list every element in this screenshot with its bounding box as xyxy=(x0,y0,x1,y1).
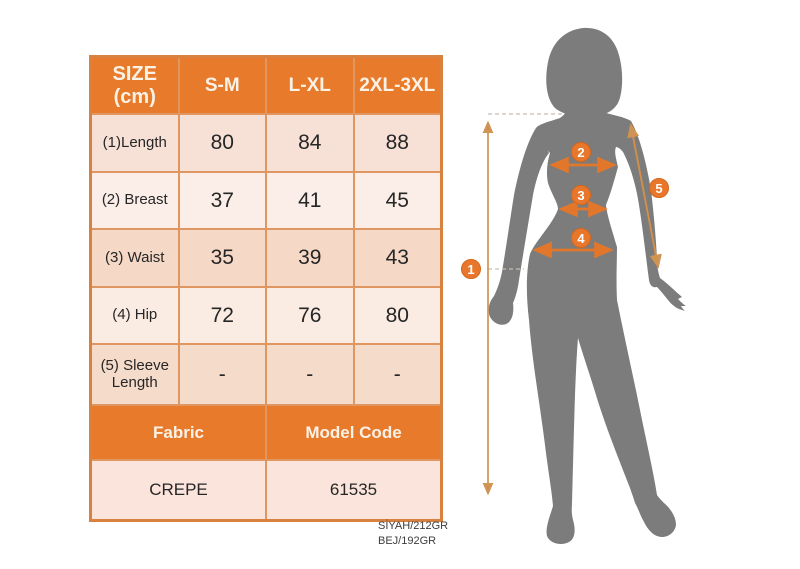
column-header-l-xl: L-XL xyxy=(267,58,353,113)
size-value: 80 xyxy=(179,115,265,171)
model-code-value: 61535 xyxy=(267,461,440,519)
size-value: 80 xyxy=(354,288,440,343)
marker-5-sleeve: 5 xyxy=(649,178,669,198)
measure-label-waist: (3) Waist xyxy=(92,230,178,286)
model-code-header: Model Code xyxy=(267,406,440,459)
measurement-arrow-sleeve xyxy=(627,123,662,269)
size-value: 45 xyxy=(354,173,440,228)
measure-label-sleeve-length: (5) Sleeve Length xyxy=(92,345,178,404)
fabric-value: CREPE xyxy=(92,461,265,519)
size-value: - xyxy=(267,345,353,404)
marker-1-length: 1 xyxy=(461,259,481,279)
measure-label-hip: (4) Hip xyxy=(92,288,178,343)
measurement-figure: 1 2 3 4 5 xyxy=(440,0,800,569)
size-value: 72 xyxy=(179,288,265,343)
marker-4-hip: 4 xyxy=(571,228,591,248)
measure-label-length: (1)Length xyxy=(92,115,178,171)
measure-label-breast: (2) Breast xyxy=(92,173,178,228)
size-value: 76 xyxy=(267,288,353,343)
size-chart-table: SIZE (cm) S-M L-XL 2XL-3XL (1)Length 80 … xyxy=(89,55,443,522)
fabric-weight-note-line1: SİYAH/212GR xyxy=(378,520,449,532)
size-value: 39 xyxy=(267,230,353,286)
marker-3-waist: 3 xyxy=(571,185,591,205)
silhouette-head xyxy=(546,27,623,118)
size-value: 35 xyxy=(179,230,265,286)
fabric-weight-note: SİYAH/212GR BEJ/192GR xyxy=(378,519,448,549)
woman-silhouette xyxy=(488,27,686,544)
size-value: 43 xyxy=(354,230,440,286)
size-value: 41 xyxy=(267,173,353,228)
column-header-s-m: S-M xyxy=(179,58,265,113)
size-value: 84 xyxy=(267,115,353,171)
silhouette-right-arm xyxy=(616,121,686,311)
size-value: - xyxy=(179,345,265,404)
size-value: 37 xyxy=(179,173,265,228)
size-unit-header: SIZE (cm) xyxy=(92,58,178,113)
size-value: 88 xyxy=(354,115,440,171)
fabric-weight-note-line2: BEJ/192GR xyxy=(378,535,437,547)
marker-2-breast: 2 xyxy=(571,142,591,162)
size-value: - xyxy=(354,345,440,404)
fabric-header: Fabric xyxy=(92,406,265,459)
column-header-2xl-3xl: 2XL-3XL xyxy=(354,58,440,113)
silhouette-left-arm xyxy=(488,128,549,325)
woman-silhouette-graphic xyxy=(482,27,686,544)
